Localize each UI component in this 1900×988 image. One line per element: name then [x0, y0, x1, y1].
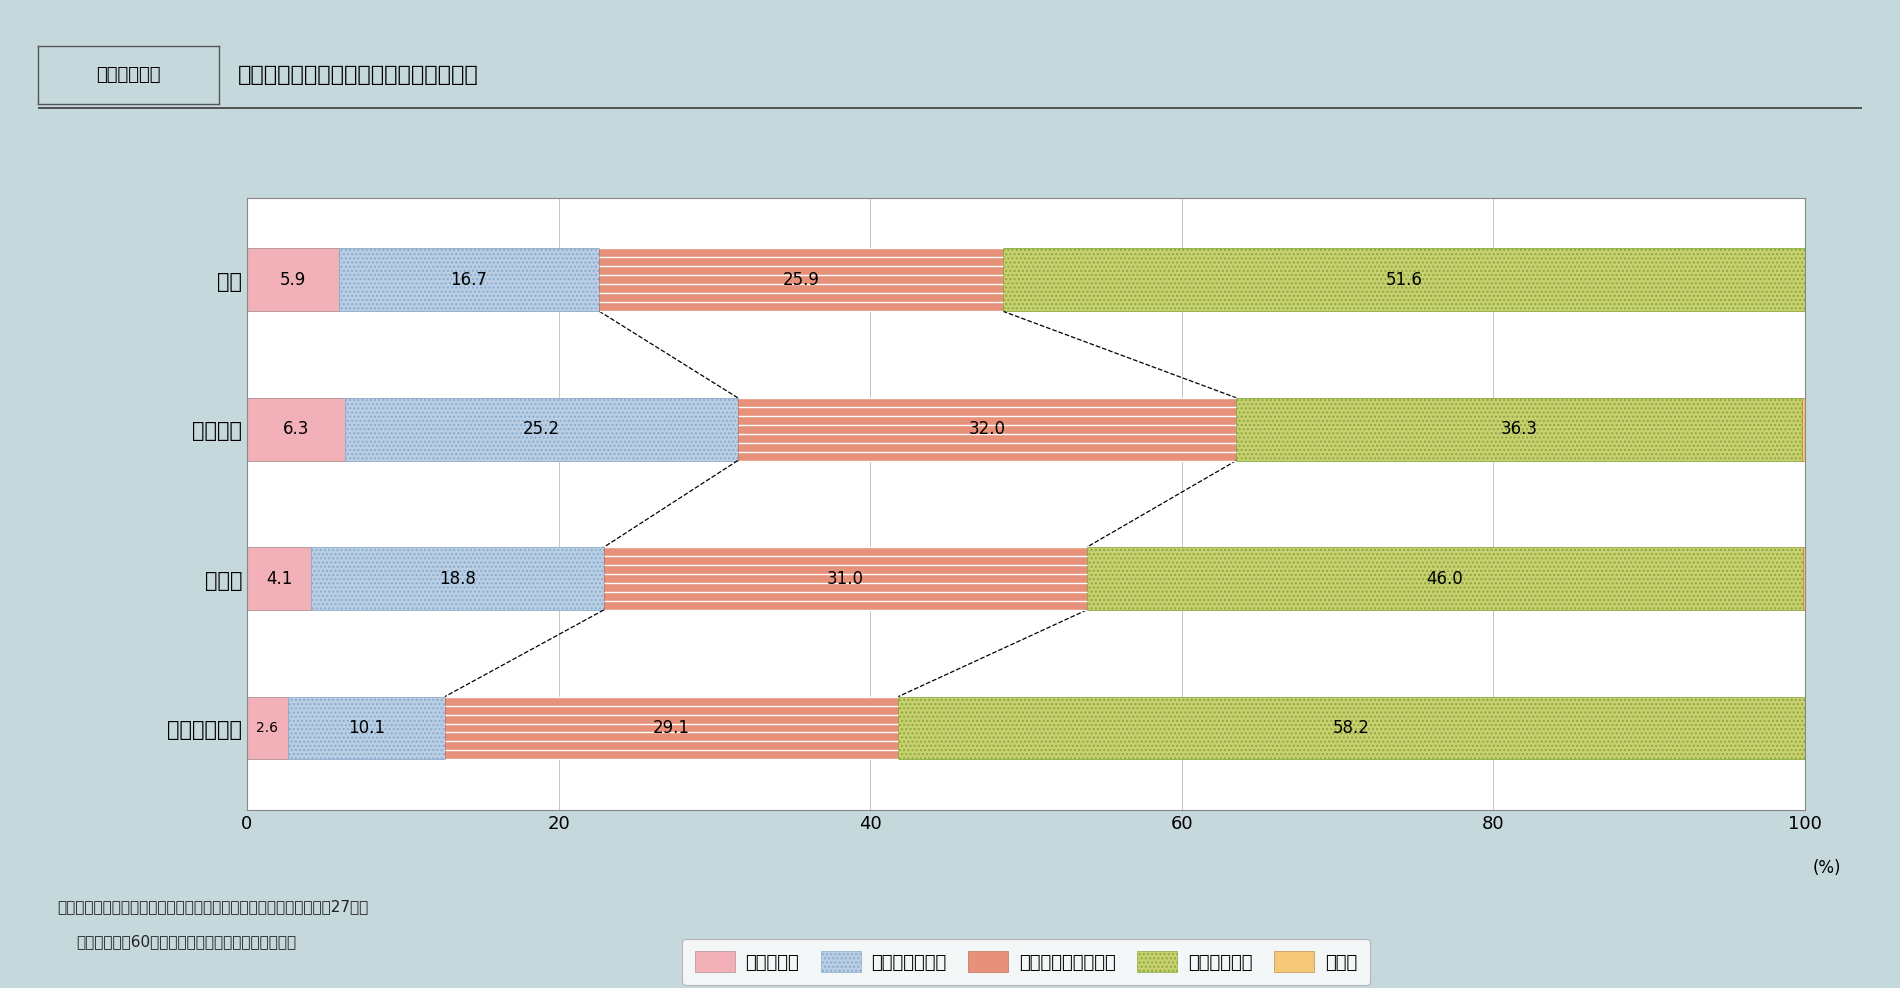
Bar [1237, 398, 1801, 460]
Text: 図１－３－７: 図１－３－７ [97, 66, 160, 84]
Text: 25.9: 25.9 [783, 271, 819, 288]
Text: 25.2: 25.2 [522, 420, 560, 438]
Text: 31.0: 31.0 [826, 570, 864, 588]
Bar [287, 697, 445, 760]
Text: 2.6: 2.6 [256, 721, 277, 735]
Text: 18.8: 18.8 [439, 570, 475, 588]
Bar [247, 547, 312, 610]
Bar [346, 398, 737, 460]
Bar [899, 697, 1805, 760]
Text: 16.7: 16.7 [450, 271, 488, 288]
Text: 日々の暮らしで経済的に困ることの有無: 日々の暮らしで経済的に困ることの有無 [238, 65, 479, 85]
Bar [1801, 398, 1805, 460]
Text: 5.9: 5.9 [279, 271, 306, 288]
Text: 資料：内閣府「高齢者の生活と意識に関する国際比較調査」（平成27年）: 資料：内閣府「高齢者の生活と意識に関する国際比較調査」（平成27年） [57, 899, 369, 914]
Bar [1003, 248, 1807, 311]
Text: 10.1: 10.1 [348, 719, 384, 737]
Bar [247, 398, 346, 460]
Bar [737, 398, 1237, 460]
Text: 58.2: 58.2 [1334, 719, 1370, 737]
Text: 46.0: 46.0 [1427, 570, 1463, 588]
Text: 29.1: 29.1 [654, 719, 690, 737]
Bar [338, 248, 598, 311]
Bar [598, 248, 1003, 311]
Text: (%): (%) [1813, 860, 1841, 877]
Bar [1087, 547, 1803, 610]
Bar [247, 697, 287, 760]
Text: 32.0: 32.0 [969, 420, 1005, 438]
Bar [445, 697, 899, 760]
Legend: 困っている, 少し困っている, あまり困っていない, 困っていない, 無回答: 困っている, 少し困っている, あまり困っていない, 困っていない, 無回答 [682, 939, 1370, 985]
Bar [312, 547, 604, 610]
Bar [604, 547, 1087, 610]
Bar [1803, 547, 1807, 610]
Text: 51.6: 51.6 [1387, 271, 1423, 288]
Text: 36.3: 36.3 [1501, 420, 1537, 438]
Text: （注）対象は60歳以上の男女（施設入所者は除く）: （注）対象は60歳以上の男女（施設入所者は除く） [76, 934, 296, 948]
Bar [247, 248, 338, 311]
Text: 6.3: 6.3 [283, 420, 310, 438]
Text: 4.1: 4.1 [266, 570, 293, 588]
